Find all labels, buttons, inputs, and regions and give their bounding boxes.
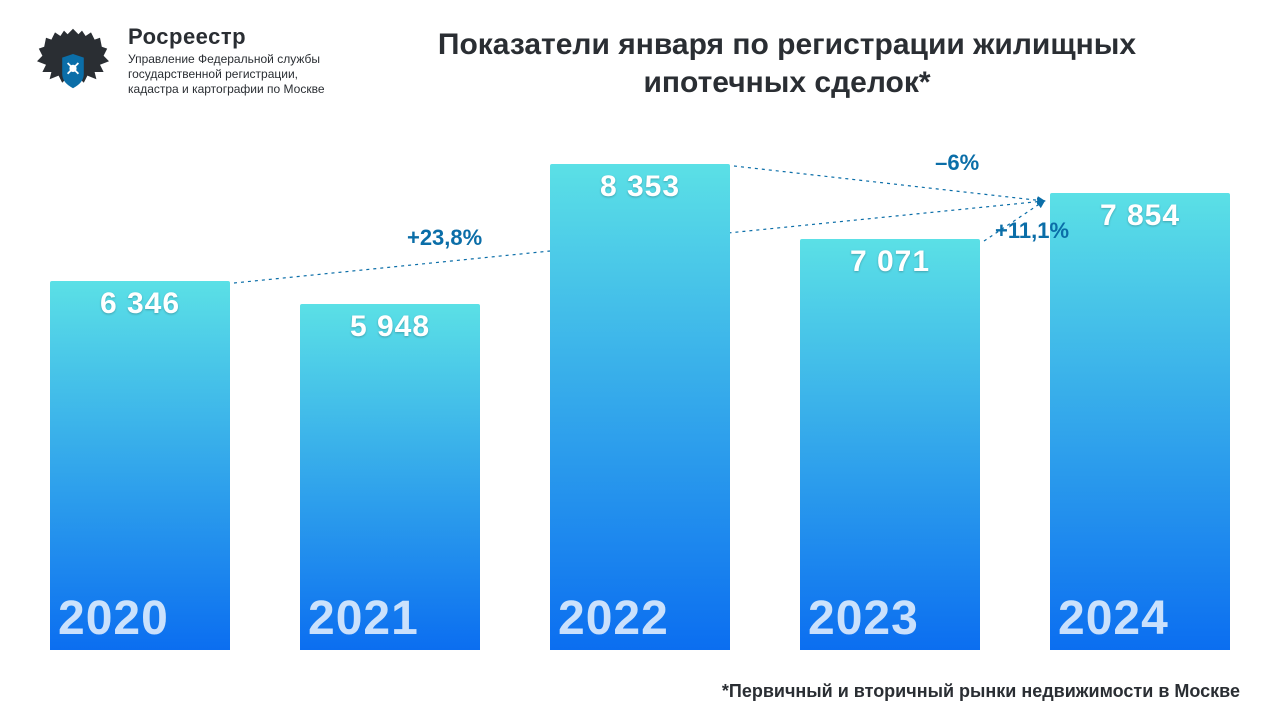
bar-value: 6 346 bbox=[50, 287, 230, 321]
bar-wrap: 6 346 2020 bbox=[50, 150, 230, 650]
logo-block: Росреестр Управление Федеральной службы … bbox=[28, 18, 348, 108]
chart-title: Показатели января по регистрации жилищны… bbox=[362, 18, 1252, 101]
bar: 7 071 2023 bbox=[800, 239, 980, 650]
bar: 6 346 2020 bbox=[50, 281, 230, 650]
bar-year: 2023 bbox=[808, 591, 919, 646]
bar-year: 2020 bbox=[58, 591, 169, 646]
bar-value: 7 854 bbox=[1050, 199, 1230, 233]
bar-value: 8 353 bbox=[550, 170, 730, 204]
annotation-label: +23,8% bbox=[407, 225, 482, 251]
bar: 5 948 2021 bbox=[300, 304, 480, 650]
bar: 7 854 2024 bbox=[1050, 193, 1230, 650]
bar-year: 2021 bbox=[308, 591, 419, 646]
org-text: Росреестр Управление Федеральной службы … bbox=[128, 18, 348, 97]
bar: 8 353 2022 bbox=[550, 164, 730, 650]
chart-area: 6 346 2020 5 948 2021 8 353 2022 7 071 2023 7 85… bbox=[50, 150, 1230, 650]
header: Росреестр Управление Федеральной службы … bbox=[28, 18, 1252, 108]
bar-value: 7 071 bbox=[800, 245, 980, 279]
bar-year: 2022 bbox=[558, 591, 669, 646]
bar-wrap: 7 854 2024 bbox=[1050, 150, 1230, 650]
annotation-label: –6% bbox=[935, 150, 979, 176]
bar-wrap: 7 071 2023 bbox=[800, 150, 980, 650]
annotation-label: +11,1% bbox=[995, 218, 1069, 244]
footnote: *Первичный и вторичный рынки недвижимост… bbox=[722, 681, 1240, 702]
bar-value: 5 948 bbox=[300, 310, 480, 344]
bar-wrap: 8 353 2022 bbox=[550, 150, 730, 650]
bar-year: 2024 bbox=[1058, 591, 1169, 646]
rosreestr-emblem-icon bbox=[28, 18, 118, 108]
org-subtitle: Управление Федеральной службы государств… bbox=[128, 52, 348, 97]
org-title: Росреестр bbox=[128, 24, 348, 50]
